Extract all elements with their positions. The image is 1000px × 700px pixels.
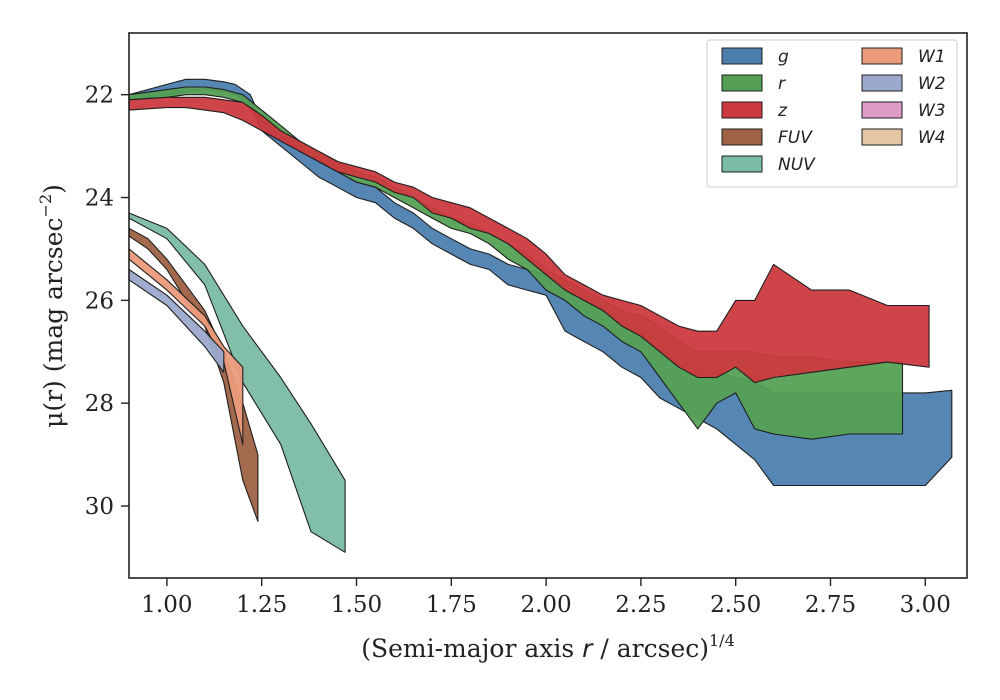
legend-swatch-w4 — [861, 128, 903, 146]
y-tick-label: 28 — [85, 391, 114, 417]
x-tick-label: 2.00 — [520, 592, 571, 618]
x-tick-label: 2.50 — [710, 592, 761, 618]
y-tick-label: 30 — [85, 494, 114, 520]
legend-swatch-w1 — [861, 47, 903, 65]
y-tick-label: 22 — [85, 83, 114, 109]
y-tick-label: 24 — [85, 186, 114, 212]
legend-label-r: r — [778, 74, 786, 94]
band-w2 — [128, 268, 225, 373]
x-tick-label: 1.50 — [331, 592, 382, 618]
x-axis-ticks: 1.00 1.25 1.50 1.75 2.00 2.25 2.50 2.75 3.00 — [141, 578, 951, 618]
x-tick-label: 2.25 — [615, 592, 666, 618]
data-bands — [128, 78, 953, 553]
legend: grz FUV NUV W1 W2 W3 W4 — [706, 39, 958, 188]
y-axis-ticks: 22 24 26 28 30 — [85, 83, 129, 520]
x-tick-label: 1.00 — [141, 592, 192, 618]
legend-swatch-fuv — [721, 128, 763, 146]
band-z — [128, 96, 930, 384]
legend-label-w2: W2 — [918, 74, 946, 94]
x-tick-label: 3.00 — [900, 592, 951, 618]
x-tick-label: 1.25 — [236, 592, 287, 618]
x-tick-label: 2.75 — [805, 592, 856, 618]
x-tick-label: 1.75 — [426, 592, 477, 618]
legend-label-fuv: FUV — [778, 128, 813, 148]
legend-swatch-z — [721, 101, 763, 119]
legend-swatch-w2 — [861, 74, 903, 92]
legend-swatch-w3 — [861, 101, 903, 119]
x-axis-label: (Semi-major axis r / arcsec)1/4 — [361, 631, 735, 663]
legend-label-w1: W1 — [918, 47, 946, 67]
plot-frame — [128, 32, 968, 579]
legend-label-g: g — [778, 47, 789, 67]
y-tick-label: 26 — [85, 288, 114, 314]
band-nuv — [128, 212, 346, 553]
legend-swatch-nuv — [721, 155, 763, 173]
legend-swatch-g — [721, 47, 763, 65]
legend-label-w3: W3 — [918, 101, 946, 121]
legend-label-w4: W4 — [918, 128, 946, 148]
band-w1 — [128, 248, 244, 445]
legend-swatch-r — [721, 74, 763, 92]
y-axis-label: μ(r) (mag arcsec−2) — [36, 184, 68, 428]
legend-label-nuv: NUV — [778, 155, 816, 175]
legend-label-z: z — [777, 101, 788, 121]
